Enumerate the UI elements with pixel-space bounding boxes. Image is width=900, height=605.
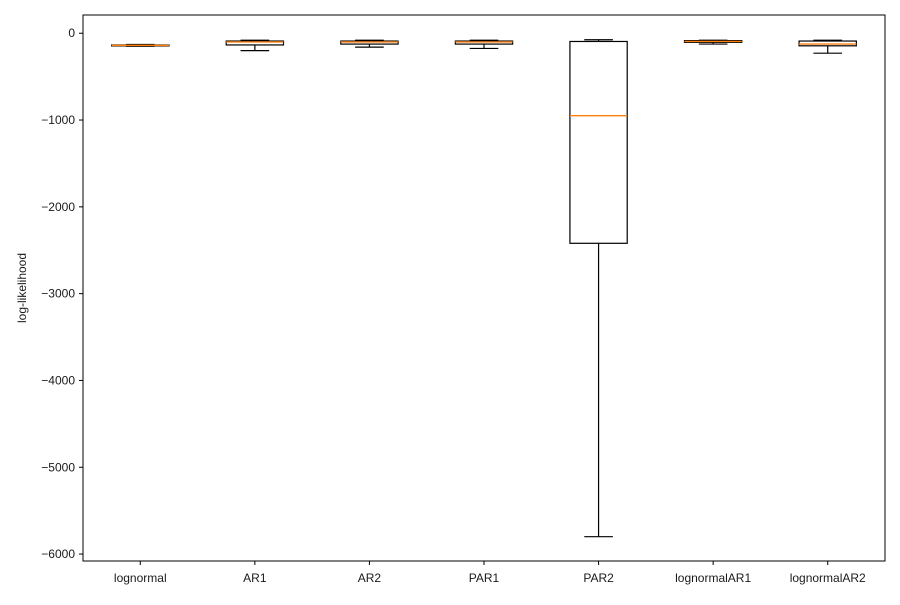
- box-PAR2: [569, 39, 628, 538]
- x-tick-label: AR1: [243, 571, 267, 585]
- box-AR1: [225, 39, 285, 52]
- box-iqr: [225, 40, 285, 46]
- y-tick-label: −4000: [41, 373, 75, 387]
- x-tick-label: PAR1: [469, 571, 500, 585]
- box-PAR1: [454, 39, 514, 50]
- y-tick-label: 0: [68, 26, 75, 40]
- box-AR2: [340, 39, 399, 48]
- x-tick-label: lognormalAR1: [675, 571, 751, 585]
- box-iqr: [569, 40, 628, 244]
- x-axis: lognormal AR1 AR2 PAR1 PAR2 lognormalAR1 logno…: [114, 561, 866, 585]
- y-tick-label: −5000: [41, 460, 75, 474]
- y-tick-label: −3000: [41, 287, 75, 301]
- x-tick-label: lognormalAR2: [790, 571, 866, 585]
- y-axis-label: log-likelihood: [15, 253, 29, 323]
- x-tick-label: AR2: [358, 571, 382, 585]
- plot-frame: [82, 14, 886, 562]
- x-tick-label: lognormal: [114, 571, 167, 585]
- y-tick-label: −1000: [41, 113, 75, 127]
- plot-area: [111, 39, 857, 538]
- box-lognormalAR1: [683, 39, 743, 45]
- box-lognormalAR2: [798, 39, 857, 54]
- box-lognormal: [111, 43, 170, 47]
- x-tick-label: PAR2: [583, 571, 614, 585]
- y-tick-label: −6000: [41, 547, 75, 561]
- y-tick-label: −2000: [41, 200, 75, 214]
- y-axis: 0 −1000 −2000 −3000 −4000 −5000 −6000: [41, 26, 83, 561]
